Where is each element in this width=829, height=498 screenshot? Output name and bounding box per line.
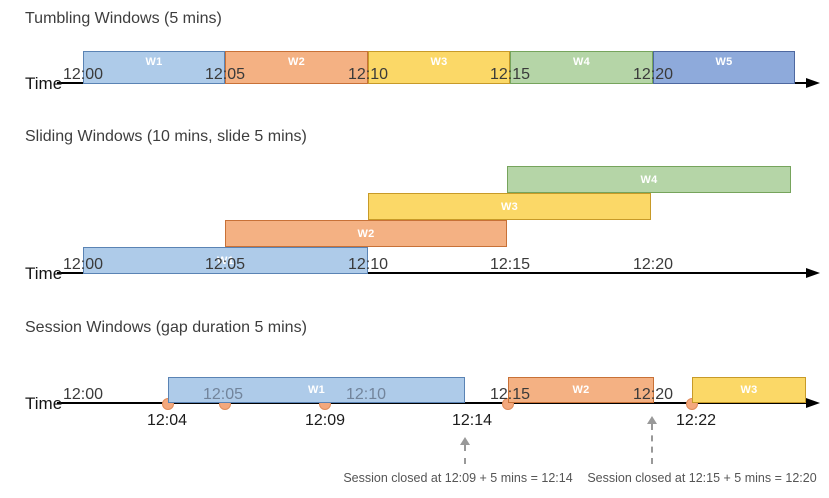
sliding-window-w1: W1 [83,247,368,274]
sliding-axis-arrow-icon [806,268,820,278]
callout-arrow-stem [464,445,466,464]
tumbling-window-w5: W5 [653,51,795,84]
session-tick-12-05: 12:05 [202,386,244,403]
window-label: W5 [715,56,733,68]
window-label: W4 [572,56,591,68]
event-time-12-09: 12:09 [304,412,346,429]
sliding-time-axis [57,272,806,274]
session-window-w2: W2 [508,377,654,403]
window-label: W3 [740,384,758,396]
sliding-window-w3: W3 [368,193,651,220]
event-time-12-04: 12:04 [146,412,188,429]
event-time-12-22: 12:22 [675,412,717,429]
window-label: W3 [430,56,448,68]
window-label: W2 [572,384,590,396]
session-closed-annotation-2: Session closed at 12:15 + 5 mins = 12:20 [587,471,817,485]
window-label: W3 [500,200,519,213]
sliding-tick-12-05: 12:05 [204,256,246,273]
session-time-axis [57,402,806,404]
session-window-w3: W3 [692,377,806,403]
tumbling-window-w3: W3 [368,51,510,84]
event-time-12-14: 12:14 [451,412,493,429]
session-section-title: Session Windows (gap duration 5 mins) [25,319,307,336]
tumbling-tick-12-00: 12:00 [62,66,104,83]
tumbling-tick-12-10: 12:10 [347,66,389,83]
session-tick-12-20: 12:20 [632,386,674,403]
tumbling-axis-arrow-icon [806,78,820,88]
tumbling-window-w2: W2 [225,51,368,84]
sliding-tick-12-10: 12:10 [347,256,389,273]
session-closed-annotation-1: Session closed at 12:09 + 5 mins = 12:14 [343,471,573,485]
session-axis-arrow-icon [806,398,820,408]
tumbling-tick-12-05: 12:05 [204,66,246,83]
window-label: W1 [307,384,326,396]
tumbling-tick-12-20: 12:20 [632,66,674,83]
session-tick-12-15: 12:15 [489,386,531,403]
callout-arrow-up-icon [460,437,470,445]
tumbling-window-w4: W4 [510,51,653,84]
window-label: W2 [287,56,306,68]
sliding-window-w4: W4 [507,166,791,193]
sliding-tick-12-00: 12:00 [62,256,104,273]
session-time-axis-label: Time [25,394,63,413]
sliding-tick-12-20: 12:20 [632,256,674,273]
callout-arrow-stem [651,424,653,464]
sliding-window-w2: W2 [225,220,507,247]
tumbling-tick-12-15: 12:15 [489,66,531,83]
sliding-section-title: Sliding Windows (10 mins, slide 5 mins) [25,128,307,145]
window-label: W1 [145,56,163,68]
tumbling-time-axis-label: Time [25,74,63,93]
sliding-tick-12-15: 12:15 [489,256,531,273]
callout-arrow-up-icon [647,416,657,424]
tumbling-section-title: Tumbling Windows (5 mins) [25,10,222,27]
session-window-w1: W1 [168,377,465,403]
session-tick-12-00: 12:00 [62,386,104,403]
sliding-time-axis-label: Time [25,264,63,283]
window-label: W1 [216,254,235,267]
window-label: W4 [640,173,658,186]
window-label: W2 [357,227,375,240]
session-tick-12-10: 12:10 [345,386,387,403]
tumbling-window-w1: W1 [83,51,225,84]
